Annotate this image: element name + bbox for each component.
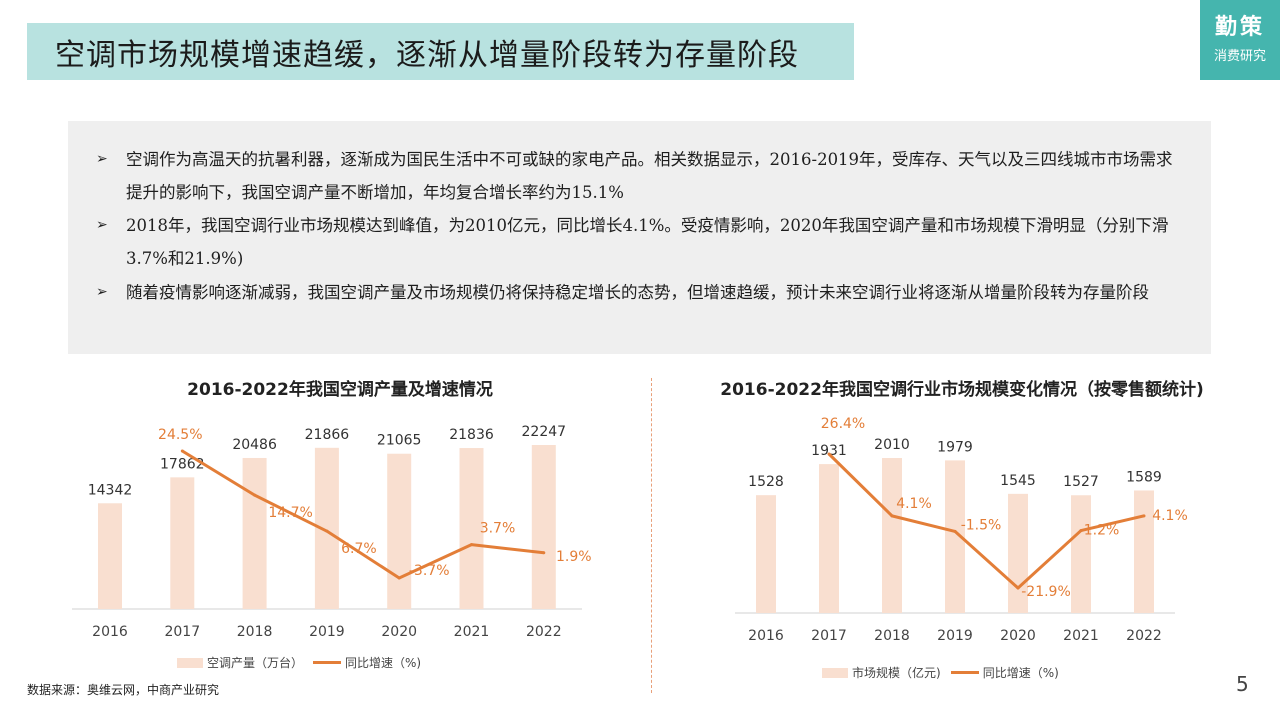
growth-data-label: 14.7% (268, 505, 312, 521)
x-tick-label: 2022 (1126, 628, 1162, 644)
growth-point (542, 551, 546, 555)
bar-data-label: 1931 (811, 443, 847, 459)
growth-point (953, 529, 957, 533)
growth-data-label: 4.1% (896, 496, 932, 512)
growth-point (890, 514, 894, 518)
legend-line-label: 同比增速（%) (982, 666, 1059, 680)
bar (459, 448, 484, 609)
legend-line-swatch (313, 661, 342, 664)
bar (756, 495, 776, 613)
legend-bar-swatch (822, 667, 848, 678)
bar-data-label: 1979 (937, 439, 973, 455)
x-tick-label: 2018 (237, 624, 273, 640)
growth-data-label: -3.7% (409, 563, 450, 579)
growth-data-label: -1.2% (1079, 523, 1120, 539)
logo-subtitle: 消费研究 (1213, 49, 1266, 64)
legend-bar-swatch (177, 657, 203, 668)
bar-data-label: 21836 (449, 427, 494, 443)
growth-point (180, 449, 184, 453)
legend-market: 市场规模（亿元) 同比增速（%) (822, 664, 1059, 681)
chart-title-production: 2016-2022年我国空调产量及增速情况 (187, 380, 493, 400)
title-bar: 空调市场规模增速趋缓，逐渐从增量阶段转为存量阶段 (27, 23, 854, 80)
page-title: 空调市场规模增速趋缓，逐渐从增量阶段转为存量阶段 (55, 37, 799, 73)
growth-data-label: -1.5% (961, 517, 1002, 533)
bar (882, 458, 902, 613)
growth-point (325, 529, 329, 533)
growth-point (1079, 529, 1083, 533)
bullet-text: 2018年，我国空调行业市场规模达到峰值，为2010亿元，同比增长4.1%。受疫… (126, 216, 1169, 268)
brand-logo: 勤策 消费研究 (1200, 0, 1280, 80)
bar (98, 503, 122, 609)
bar (819, 464, 839, 613)
growth-data-label: -21.9% (1021, 584, 1071, 600)
legend-bar-label: 市场规模（亿元) (852, 666, 941, 680)
bar-data-label: 20486 (232, 437, 277, 453)
chart-title-market: 2016-2022年我国空调行业市场规模变化情况（按零售额统计) (720, 380, 1204, 400)
bullet-arrow-icon: ➢ (96, 284, 108, 300)
bullet-arrow-icon: ➢ (96, 217, 108, 233)
bar-data-label: 2010 (874, 437, 910, 453)
growth-point (1142, 514, 1146, 518)
bar (531, 445, 556, 609)
bar-data-label: 1589 (1126, 469, 1162, 485)
bar-data-label: 22247 (522, 424, 567, 440)
data-source: 数据来源：奥维云网，中商产业研究 (27, 683, 220, 697)
x-tick-label: 2020 (1000, 628, 1036, 644)
x-tick-label: 2018 (874, 628, 910, 644)
growth-line (827, 452, 1145, 590)
bar-data-label: 1527 (1063, 474, 1099, 490)
growth-data-label: 6.7% (341, 541, 377, 557)
bar (1071, 495, 1091, 613)
intro-bullet: ➢ 随着疫情影响逐渐减弱，我国空调产量及市场规模仍将保持稳定增长的态势，但增速趋… (96, 276, 1186, 309)
growth-data-label: 24.5% (158, 427, 202, 443)
legend-bar-label: 空调产量（万台） (207, 656, 304, 670)
x-tick-label: 2016 (92, 624, 128, 640)
bar-data-label: 14342 (88, 482, 133, 498)
growth-point (1016, 586, 1020, 590)
growth-line (181, 449, 544, 580)
logo-name: 勤策 (1214, 15, 1265, 40)
bar-data-label: 1528 (748, 474, 784, 490)
x-tick-label: 2019 (937, 628, 973, 644)
growth-point (470, 543, 473, 547)
x-tick-label: 2016 (748, 628, 784, 644)
bar-data-label: 21866 (305, 427, 350, 443)
bar (242, 457, 267, 609)
growth-point (827, 452, 831, 456)
intro-bullet: ➢ 空调作为高温天的抗暑利器，逐渐成为国民生活中不可或缺的家电产品。相关数据显示… (96, 143, 1186, 209)
x-tick-label: 2017 (811, 628, 847, 644)
bullet-text: 随着疫情影响逐渐减弱，我国空调产量及市场规模仍将保持稳定增长的态势，但增速趋缓，… (126, 283, 1149, 302)
bar-data-label: 1545 (1000, 473, 1036, 489)
bullet-text: 空调作为高温天的抗暑利器，逐渐成为国民生活中不可或缺的家电产品。相关数据显示，2… (126, 150, 1173, 202)
bar (170, 477, 195, 609)
bar (945, 460, 965, 613)
legend-production: 空调产量（万台） 同比增速（%) (177, 654, 421, 671)
bar (1134, 490, 1154, 613)
x-tick-label: 2017 (164, 624, 200, 640)
x-tick-label: 2020 (381, 624, 417, 640)
bar-data-label: 21065 (377, 433, 422, 449)
bar (387, 453, 412, 609)
bullet-arrow-icon: ➢ (96, 151, 108, 167)
page-number: 5 (1236, 672, 1249, 696)
x-tick-label: 2019 (309, 624, 345, 640)
legend-line-label: 同比增速（%) (345, 656, 422, 670)
growth-data-label: 4.1% (1152, 508, 1188, 524)
legend-line-swatch (950, 671, 979, 674)
growth-data-label: 26.4% (821, 416, 865, 432)
growth-point (253, 493, 257, 497)
intro-panel: ➢ 空调作为高温天的抗暑利器，逐渐成为国民生活中不可或缺的家电产品。相关数据显示… (68, 121, 1211, 354)
x-tick-label: 2021 (454, 624, 490, 640)
x-tick-label: 2021 (1063, 628, 1099, 644)
growth-point (397, 576, 401, 580)
growth-data-label: 1.9% (556, 549, 592, 565)
bar-data-label: 17862 (160, 456, 205, 472)
growth-data-label: 3.7% (480, 521, 516, 537)
intro-bullet: ➢ 2018年，我国空调行业市场规模达到峰值，为2010亿元，同比增长4.1%。… (96, 209, 1186, 275)
chart-divider (651, 378, 652, 693)
x-tick-label: 2022 (526, 624, 562, 640)
